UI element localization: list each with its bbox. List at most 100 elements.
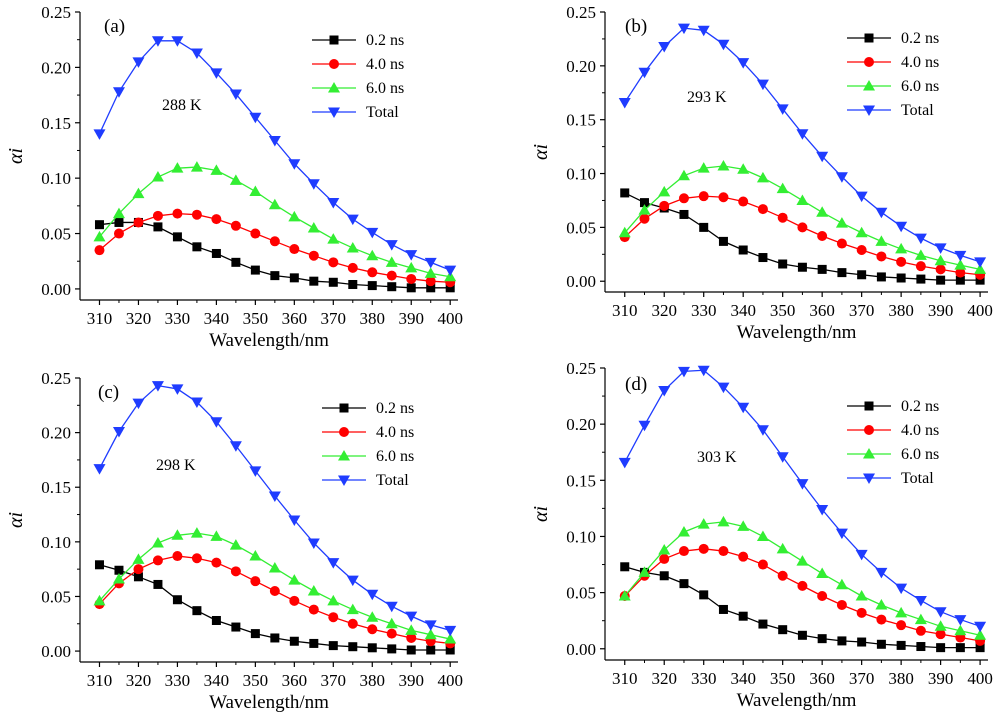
data-point [307, 179, 320, 190]
x-tick-label: 330 [165, 671, 191, 690]
data-point [934, 254, 947, 266]
y-tick-label: 0.05 [566, 584, 596, 603]
data-point [758, 619, 768, 629]
x-tick-label: 320 [651, 301, 677, 320]
x-tick-label: 340 [730, 301, 756, 320]
data-point [974, 629, 987, 640]
data-point [386, 628, 397, 639]
legend: 0.2 ns 4.0 ns 6.0 ns Total [322, 400, 414, 489]
data-point [677, 366, 690, 378]
data-point [367, 624, 378, 635]
data-point [677, 525, 690, 537]
data-point [934, 243, 947, 254]
legend-marker [339, 403, 349, 413]
data-point [895, 221, 908, 233]
data-point [269, 586, 280, 596]
data-point [915, 261, 926, 272]
data-point [699, 222, 709, 232]
data-point [230, 566, 241, 577]
x-tick-label: 390 [398, 309, 424, 328]
data-point [307, 538, 320, 549]
legend-label: 4.0 ns [901, 422, 939, 439]
x-tick-label: 350 [770, 301, 796, 320]
y-tick-label: 0.10 [41, 169, 71, 188]
y-tick-label: 0.25 [41, 3, 71, 22]
data-point [776, 452, 789, 463]
data-point [172, 551, 183, 562]
data-point [796, 479, 809, 490]
data-point [639, 213, 650, 224]
data-point [756, 530, 769, 541]
data-point [153, 222, 163, 232]
legend: 0.2 ns 4.0 ns 6.0 ns Total [847, 30, 939, 119]
data-point [385, 240, 398, 251]
legend-label: 4.0 ns [366, 56, 404, 73]
data-point [717, 39, 730, 51]
x-tick-label: 330 [165, 309, 191, 328]
data-point [133, 572, 143, 582]
data-point [210, 68, 223, 79]
data-point [406, 632, 417, 643]
data-point [211, 615, 221, 625]
data-point [914, 233, 927, 245]
data-point [132, 57, 145, 68]
y-tick-label: 0.25 [41, 369, 71, 388]
y-tick-label: 0.25 [566, 359, 596, 378]
series-line [98, 166, 451, 278]
data-point [896, 273, 906, 283]
data-point [697, 162, 710, 173]
x-tick-label: 380 [360, 671, 386, 690]
data-point [975, 275, 985, 285]
y-tick-label: 0.00 [566, 640, 596, 659]
x-tick-label: 310 [612, 669, 638, 688]
data-point [405, 624, 418, 635]
data-point [94, 560, 104, 570]
data-point [817, 634, 827, 644]
legend-label: 0.2 ns [901, 30, 939, 47]
data-point [638, 420, 651, 432]
y-axis-label: αi [5, 512, 27, 528]
data-point [249, 550, 262, 561]
data-point [659, 200, 670, 211]
x-tick-label: 400 [437, 671, 463, 690]
data-point [425, 276, 436, 287]
x-axis-label: Wavelength/nm [737, 322, 857, 343]
data-point [93, 129, 106, 140]
data-point [954, 259, 967, 270]
panel-label: (a) [104, 16, 125, 37]
data-point [717, 382, 730, 394]
data-point [112, 207, 125, 219]
data-point [93, 464, 106, 475]
x-tick-label: 350 [770, 669, 796, 688]
x-tick-label: 370 [849, 669, 875, 688]
data-point [776, 182, 789, 194]
legend-marker [329, 35, 339, 45]
data-point [328, 641, 338, 651]
data-point [954, 250, 967, 262]
y-tick-label: 0.20 [41, 58, 71, 77]
data-point [776, 542, 789, 554]
data-point [133, 564, 144, 575]
data-point [405, 250, 418, 261]
data-point [289, 636, 299, 646]
data-point [249, 112, 262, 124]
data-point [896, 640, 906, 650]
data-point [717, 515, 730, 527]
data-point [954, 624, 967, 636]
series-line [624, 521, 981, 636]
data-point [386, 270, 397, 281]
data-point [677, 169, 690, 181]
x-tick-label: 360 [282, 671, 308, 690]
data-point [757, 204, 768, 215]
legend-marker [328, 82, 340, 93]
data-point [327, 233, 340, 244]
data-point [776, 104, 789, 115]
legend-label: 0.2 ns [376, 400, 414, 417]
temperature-annotation: 303 K [697, 449, 737, 466]
data-point [658, 385, 671, 397]
data-point [816, 206, 829, 217]
chart-panel: 0.00 0.05 0.10 0.15 0.20 0.25 310 320 330 340 350 3… [530, 3, 993, 343]
data-point [231, 257, 241, 267]
legend-marker [338, 475, 350, 486]
